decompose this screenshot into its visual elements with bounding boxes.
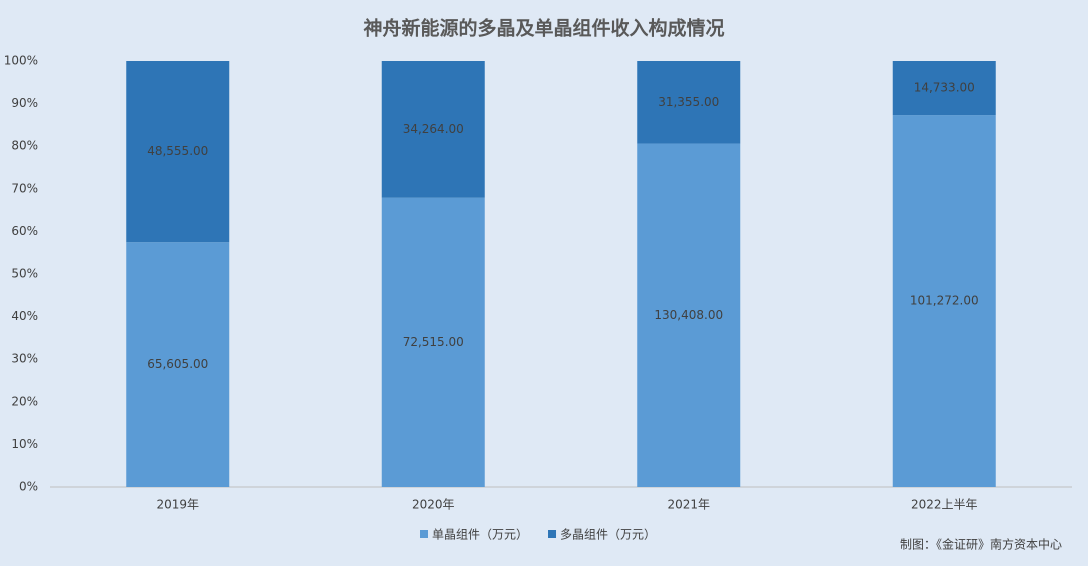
legend-swatch [548,530,557,538]
data-label: 34,264.00 [403,122,464,136]
bar-segment [126,61,230,243]
bar-segment [892,115,996,488]
bar-segment [381,61,485,198]
bar-segment [892,61,996,116]
y-tick-label: 70% [11,181,38,195]
data-label: 72,515.00 [403,335,464,349]
x-tick-label: 2022上半年 [911,498,978,512]
y-tick-label: 60% [11,224,38,238]
y-tick-label: 50% [11,267,38,281]
y-tick-label: 90% [11,96,38,110]
legend-swatch [420,530,428,538]
y-tick-label: 40% [11,309,38,323]
x-tick-label: 2021年 [667,498,710,512]
bar-segment [637,61,741,144]
legend-label: 单晶组件（万元） [432,528,528,542]
y-tick-label: 80% [11,139,38,153]
x-tick-label: 2019年 [156,498,199,512]
bar-segment [126,242,230,487]
legend-label: 多晶组件（万元） [560,528,656,542]
y-tick-label: 10% [11,437,38,451]
x-tick-label: 2020年 [412,498,455,512]
source-note: 制图：《金证研》南方资本中心 [900,537,1062,552]
y-tick-label: 100% [4,54,38,68]
y-tick-label: 30% [11,352,38,366]
data-label: 48,555.00 [147,144,208,158]
bar-segment [381,197,485,488]
data-label: 130,408.00 [654,308,723,322]
data-label: 14,733.00 [914,81,975,95]
bar-segment [637,143,741,487]
data-label: 65,605.00 [147,357,208,371]
data-label: 101,272.00 [910,294,979,308]
y-tick-label: 0% [19,480,38,494]
data-label: 31,355.00 [658,95,719,109]
y-tick-label: 20% [11,394,38,408]
chart-title: 神舟新能源的多晶及单晶组件收入构成情况 [363,17,724,40]
